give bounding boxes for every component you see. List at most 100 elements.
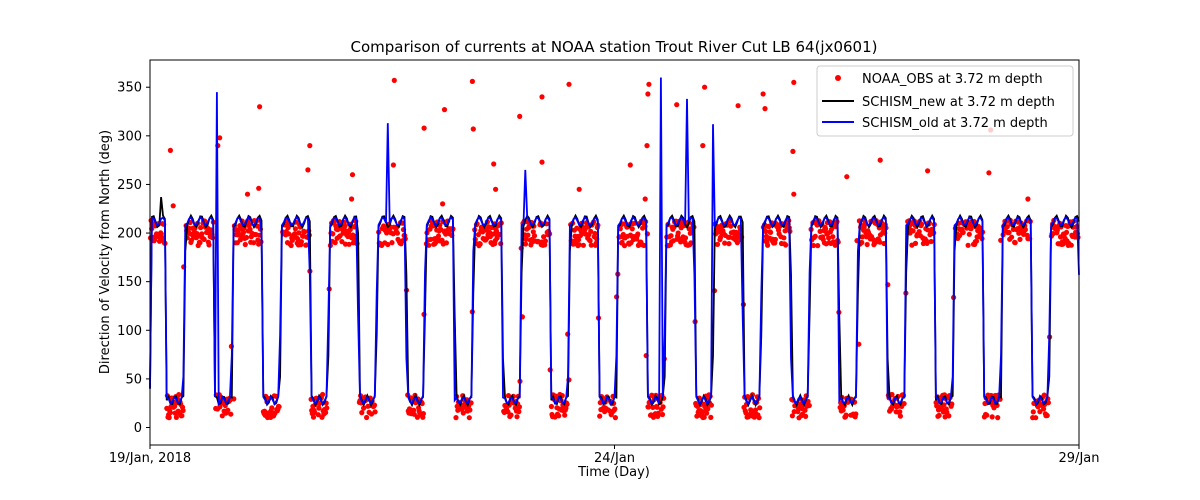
obs-point — [701, 414, 707, 420]
obs-point — [763, 228, 769, 235]
obs-point — [919, 221, 925, 227]
obs-point — [1009, 234, 1015, 240]
obs-point — [859, 234, 866, 240]
obs-point — [166, 415, 172, 421]
obs-point — [219, 413, 225, 419]
obs-point — [320, 391, 326, 398]
obs-point — [389, 240, 395, 246]
obs-point — [762, 106, 768, 112]
obs-point — [688, 240, 694, 246]
obs-point — [208, 227, 214, 233]
y-tick-label: 200 — [117, 227, 142, 242]
obs-point — [292, 226, 298, 232]
obs-point — [949, 401, 955, 407]
obs-point — [206, 242, 212, 248]
legend: NOAA_OBS at 3.72 m depth SCHISM_new at 3… — [816, 65, 1074, 137]
obs-point — [768, 229, 774, 235]
obs-point — [910, 228, 916, 234]
obs-point — [242, 241, 248, 248]
obs-point — [580, 242, 587, 248]
obs-point — [394, 230, 400, 236]
obs-point — [244, 191, 251, 197]
obs-point — [361, 405, 367, 411]
obs-point — [708, 414, 714, 420]
obs-point — [240, 229, 247, 235]
obs-point — [296, 230, 302, 236]
obs-point — [198, 225, 204, 231]
obs-point — [1033, 415, 1039, 421]
obs-point — [635, 231, 641, 237]
obs-point — [342, 223, 348, 229]
obs-point — [728, 223, 734, 229]
obs-point — [310, 414, 317, 420]
y-tick-label: 300 — [117, 129, 142, 144]
obs-point — [420, 411, 426, 417]
obs-point — [316, 405, 322, 411]
obs-point — [612, 406, 618, 412]
obs-point — [330, 231, 336, 237]
obs-point — [514, 414, 520, 420]
obs-point — [806, 402, 812, 409]
obs-point — [332, 240, 338, 246]
legend-old-label: SCHISM_old at 3.72 m depth — [862, 116, 1048, 131]
x-axis-title: Time (Day) — [577, 465, 650, 480]
obs-point — [989, 414, 995, 420]
obs-point — [812, 233, 818, 239]
obs-point — [225, 407, 231, 413]
obs-point — [802, 407, 808, 413]
obs-point — [197, 240, 203, 246]
obs-point — [522, 241, 529, 247]
obs-point — [346, 241, 352, 247]
obs-point — [925, 168, 931, 174]
obs-point — [700, 143, 706, 149]
obs-point — [303, 242, 309, 248]
obs-point — [371, 402, 378, 408]
obs-point — [1063, 229, 1070, 235]
obs-point — [466, 415, 472, 421]
obs-point — [228, 411, 234, 417]
obs-point — [901, 401, 907, 407]
y-tick-label: 350 — [117, 81, 142, 96]
obs-point — [897, 413, 904, 419]
obs-point — [237, 237, 243, 243]
obs-point — [288, 242, 294, 249]
obs-point — [675, 230, 681, 236]
obs-point — [798, 401, 804, 407]
obs-point — [659, 411, 666, 418]
legend-obs-label: NOAA_OBS at 3.72 m depth — [862, 72, 1043, 87]
obs-point — [443, 240, 449, 246]
obs-point — [292, 231, 298, 237]
obs-point — [1006, 229, 1012, 236]
y-tick-label: 100 — [117, 324, 142, 339]
obs-point — [912, 240, 919, 246]
obs-point — [246, 222, 253, 228]
x-axis: 19/Jan, 2018 24/Jan 29/Jan — [109, 445, 1099, 466]
obs-point — [760, 91, 766, 97]
obs-point — [674, 102, 680, 108]
obs-point — [823, 226, 829, 232]
x-tick-label: 24/Jan — [594, 451, 635, 466]
obs-point — [864, 241, 870, 248]
obs-point — [877, 157, 883, 163]
obs-point — [256, 185, 262, 191]
obs-point — [668, 233, 674, 239]
obs-point — [735, 103, 741, 109]
obs-point — [257, 104, 263, 110]
obs-point — [960, 229, 966, 235]
obs-point — [714, 241, 721, 247]
obs-point — [433, 239, 439, 245]
legend-new-label: SCHISM_new at 3.72 m depth — [862, 95, 1055, 110]
obs-point — [752, 407, 759, 413]
obs-point — [517, 113, 523, 119]
obs-point — [276, 404, 282, 410]
obs-point — [704, 410, 710, 416]
obs-point — [349, 196, 355, 202]
obs-point — [243, 234, 250, 241]
obs-point — [158, 231, 164, 237]
obs-point — [508, 412, 514, 418]
obs-point — [167, 147, 173, 153]
obs-point — [426, 242, 432, 248]
obs-point — [523, 236, 529, 242]
obs-point — [289, 237, 295, 243]
